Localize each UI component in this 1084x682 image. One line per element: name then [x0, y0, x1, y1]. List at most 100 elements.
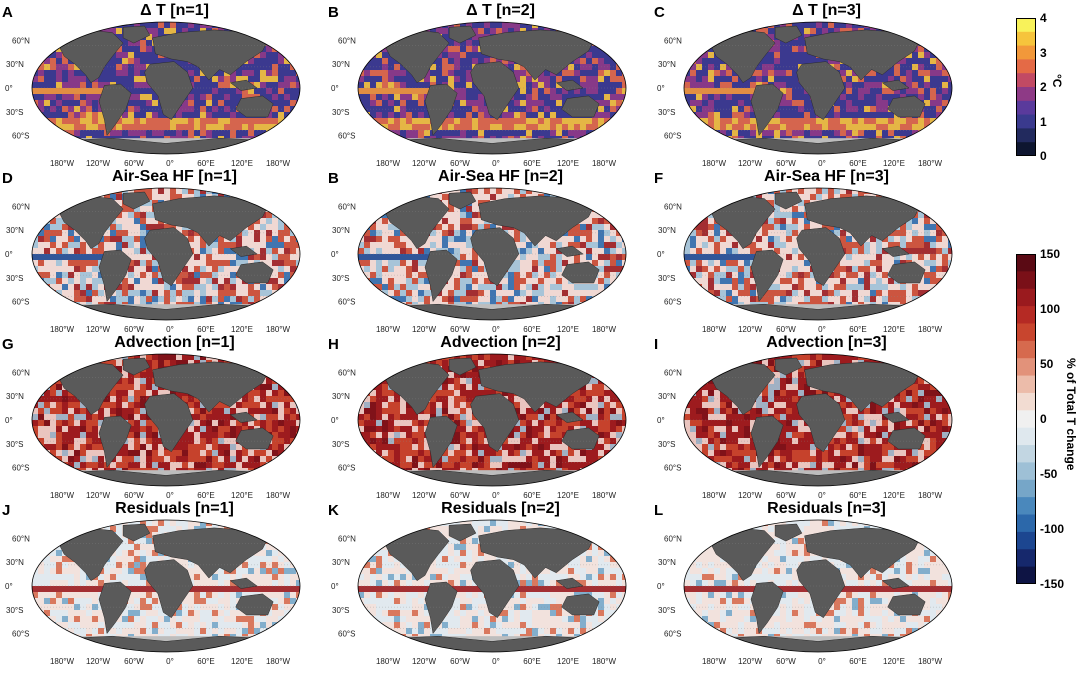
lon-label: 120°W	[412, 491, 437, 500]
colorbar-percent-label: % of Total T change	[1064, 358, 1078, 471]
colorbar-tick-label: 2	[1040, 80, 1047, 94]
lat-label: 60°N	[664, 36, 682, 45]
lon-label: 180°W	[592, 491, 617, 500]
lat-label: 0°	[657, 250, 665, 259]
world-map: 60°N 30°N 0° 30°S 60°S 180°W 120°W 60°W 0° 60°E 12…	[657, 353, 953, 500]
lon-label: 120°E	[557, 325, 579, 334]
panel-letter: A	[2, 4, 13, 21]
lat-label: 0°	[5, 416, 13, 425]
lon-label: 60°E	[197, 325, 214, 334]
lon-label: 60°E	[849, 325, 866, 334]
lon-label: 180°W	[376, 657, 401, 666]
lat-label: 30°N	[6, 60, 24, 69]
lat-label: 30°N	[6, 558, 24, 567]
lon-label: 120°E	[883, 657, 905, 666]
lat-label: 60°N	[338, 36, 356, 45]
lon-label: 0°	[166, 159, 174, 168]
lon-label: 180°W	[266, 491, 291, 500]
lon-label: 60°E	[523, 325, 540, 334]
lat-label: 60°N	[12, 368, 30, 377]
lon-label: 120°E	[883, 325, 905, 334]
colorbar-temperature-gradient	[1016, 18, 1036, 156]
lon-label: 60°W	[450, 325, 470, 334]
panel-letter: C	[654, 4, 665, 21]
panel-letter: H	[328, 336, 339, 353]
lon-label: 0°	[492, 491, 500, 500]
lon-label: 120°W	[738, 159, 763, 168]
lon-label: 60°W	[776, 159, 796, 168]
lat-label: 60°S	[664, 298, 681, 307]
lon-label: 180°W	[592, 159, 617, 168]
colorbar-tick-label: 3	[1040, 45, 1047, 60]
lat-label: 30°S	[658, 606, 675, 615]
lon-label: 120°E	[557, 657, 579, 666]
lat-label: 60°N	[664, 368, 682, 377]
panel-title: Air-Sea HF [n=1]	[112, 168, 237, 185]
lon-label: 60°E	[849, 159, 866, 168]
lat-label: 0°	[5, 250, 13, 259]
panel-letter: K	[328, 502, 339, 519]
lat-label: 0°	[5, 582, 13, 591]
map-panel-8: 60°N 30°N 0° 30°S 60°S 180°W 120°W 60°W 0° 60°E 12…	[328, 334, 653, 504]
colorbar-tick-label: 150	[1040, 247, 1061, 261]
lon-label: 0°	[818, 491, 826, 500]
map-panel-1: 60°N 30°N 0° 30°S 60°S 180°W 120°W 60°W 0° 60°E 12…	[2, 2, 327, 172]
lon-label: 180°W	[918, 657, 943, 666]
lon-label: 60°W	[450, 159, 470, 168]
lat-label: 30°N	[332, 558, 350, 567]
lat-label: 0°	[5, 84, 13, 93]
panel-title: Air-Sea HF [n=2]	[438, 168, 563, 185]
lat-label: 60°S	[664, 630, 681, 639]
panel-title: Advection [n=3]	[766, 334, 887, 351]
lat-label: 30°S	[6, 108, 23, 117]
lat-label: 30°S	[332, 606, 349, 615]
lon-label: 60°E	[523, 159, 540, 168]
lon-label: 60°W	[450, 657, 470, 666]
world-map: 60°N 30°N 0° 30°S 60°S 180°W 120°W 60°W 0° 60°E 12…	[5, 519, 301, 666]
lon-label: 120°E	[557, 491, 579, 500]
lon-label: 180°W	[50, 325, 75, 334]
colorbar-tick-label: 0	[1040, 412, 1047, 426]
panel-title: Advection [n=2]	[440, 334, 561, 351]
lat-label: 0°	[657, 416, 665, 425]
lon-label: 0°	[166, 325, 174, 334]
lon-label: 120°W	[412, 325, 437, 334]
lat-label: 30°N	[658, 60, 676, 69]
lat-label: 0°	[657, 582, 665, 591]
lon-label: 0°	[818, 657, 826, 666]
lon-label: 180°W	[376, 325, 401, 334]
world-map: 60°N 30°N 0° 30°S 60°S 180°W 120°W 60°W 0° 60°E 12…	[331, 187, 627, 334]
lat-label: 30°S	[332, 274, 349, 283]
lon-label: 60°W	[776, 657, 796, 666]
lon-label: 60°E	[197, 657, 214, 666]
panel-title: Residuals [n=1]	[115, 500, 234, 517]
lon-label: 120°W	[738, 325, 763, 334]
lat-label: 60°N	[12, 534, 30, 543]
panel-title: Residuals [n=3]	[767, 500, 886, 517]
colorbar-tick-label: 0	[1040, 149, 1047, 163]
lat-label: 30°N	[332, 60, 350, 69]
panel-letter: D	[2, 170, 13, 187]
colorbar-percent: 150 100 50 0 -50 -100 -150 % of Total T change	[1016, 247, 1080, 591]
world-map: 60°N 30°N 0° 30°S 60°S 180°W 120°W 60°W 0° 60°E 12…	[331, 353, 627, 500]
lat-label: 30°S	[332, 440, 349, 449]
lat-label: 0°	[331, 582, 339, 591]
lon-label: 0°	[818, 159, 826, 168]
world-map: 60°N 30°N 0° 30°S 60°S 180°W 120°W 60°W 0° 60°E 12…	[5, 187, 301, 334]
colorbar-percent-gradient	[1016, 254, 1036, 584]
lat-label: 60°S	[338, 464, 355, 473]
lon-label: 180°W	[592, 325, 617, 334]
lon-label: 180°W	[50, 159, 75, 168]
lon-label: 60°W	[124, 159, 144, 168]
lat-label: 0°	[331, 84, 339, 93]
lat-label: 30°N	[6, 226, 24, 235]
lat-label: 60°S	[12, 630, 29, 639]
panel-letter: F	[654, 170, 664, 187]
lon-label: 0°	[492, 657, 500, 666]
lon-label: 60°E	[197, 491, 214, 500]
lon-label: 180°W	[376, 159, 401, 168]
lon-label: 60°E	[523, 491, 540, 500]
lon-label: 180°W	[918, 491, 943, 500]
lon-label: 180°W	[376, 491, 401, 500]
lon-label: 0°	[166, 491, 174, 500]
